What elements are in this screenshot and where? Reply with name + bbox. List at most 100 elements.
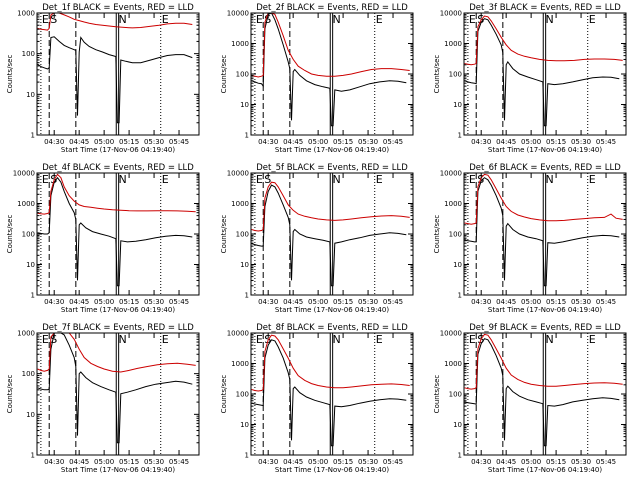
panel-title: Det_9f BLACK = Events, RED = LLD xyxy=(469,323,621,333)
y-tick-label: 10 xyxy=(240,101,249,109)
marker-label-E: E xyxy=(162,173,169,186)
y-axis-label: Counts/sec xyxy=(6,375,14,414)
y-tick-label: 10 xyxy=(453,261,462,269)
x-tick-label: 05:15 xyxy=(119,138,139,146)
series-lld-line xyxy=(37,13,193,31)
y-tick-label: 1 xyxy=(245,132,249,140)
series-group xyxy=(37,333,196,444)
x-tick-label: 05:30 xyxy=(144,298,164,306)
y-tick-label: 1000 xyxy=(444,40,462,48)
panel-title: Det_4f BLACK = Events, RED = LLD xyxy=(42,163,194,173)
marker-label-E: E xyxy=(469,333,476,346)
y-tick-label: 10000 xyxy=(440,330,462,338)
marker-label-S: S xyxy=(50,333,57,346)
x-tick-label: 05:15 xyxy=(333,298,353,306)
y-tick-label: 100 xyxy=(22,50,35,58)
marker-label-N: N xyxy=(545,333,553,346)
series-events-line xyxy=(251,13,407,127)
x-tick-label: 04:30 xyxy=(471,458,491,466)
series-lld-line xyxy=(464,15,623,66)
series-events-line xyxy=(464,18,620,127)
series-lld-line xyxy=(464,333,623,390)
x-tick-label: 05:45 xyxy=(169,138,189,146)
x-tick-label: 05:45 xyxy=(169,458,189,466)
series-group xyxy=(251,181,410,287)
x-tick-label: 04:30 xyxy=(44,138,64,146)
y-tick-label: 10 xyxy=(240,261,249,269)
y-tick-label: 1 xyxy=(458,132,462,140)
y-tick-label: 100 xyxy=(449,71,462,79)
y-tick-label: 100 xyxy=(449,391,462,399)
x-tick-label: 05:30 xyxy=(358,298,378,306)
panel-title: Det_5f BLACK = Events, RED = LLD xyxy=(256,163,408,173)
y-tick-label: 10 xyxy=(26,261,35,269)
marker-label-E: E xyxy=(589,13,596,26)
y-tick-label: 1000 xyxy=(17,10,35,18)
x-tick-label: 05:15 xyxy=(333,138,353,146)
marker-label-E: E xyxy=(469,173,476,186)
plot-frame xyxy=(250,12,414,136)
plot-frame xyxy=(463,12,627,136)
x-tick-label: 05:15 xyxy=(333,458,353,466)
marker-label-E: E xyxy=(42,173,49,186)
y-tick-label: 10000 xyxy=(227,170,249,178)
x-tick-label: 05:45 xyxy=(383,458,403,466)
x-tick-label: 05:15 xyxy=(119,298,139,306)
x-tick-label: 05:45 xyxy=(596,458,616,466)
y-tick-label: 1 xyxy=(458,452,462,460)
y-tick-label: 1 xyxy=(458,292,462,300)
y-tick-label: 100 xyxy=(236,71,249,79)
x-tick-label: 05:30 xyxy=(144,138,164,146)
series-events-line xyxy=(37,36,193,124)
series-events-line xyxy=(251,339,407,447)
series-group xyxy=(464,333,623,447)
y-tick-label: 10000 xyxy=(227,10,249,18)
plot-frame xyxy=(463,332,627,456)
marker-label-E: E xyxy=(469,13,476,26)
x-tick-label: 04:45 xyxy=(69,458,89,466)
marker-label-N: N xyxy=(332,333,340,346)
y-tick-label: 1000 xyxy=(231,360,249,368)
y-axis-label: Counts/sec xyxy=(433,375,441,414)
series-group xyxy=(37,13,193,124)
y-tick-label: 10000 xyxy=(440,10,462,18)
y-axis-label: Counts/sec xyxy=(433,215,441,254)
marker-label-E: E xyxy=(376,333,383,346)
x-axis-label: Start Time (17-Nov-06 04:19:40) xyxy=(488,466,602,474)
y-tick-label: 10000 xyxy=(13,170,35,178)
marker-label-N: N xyxy=(118,13,126,26)
y-tick-label: 1 xyxy=(31,292,35,300)
x-tick-label: 05:00 xyxy=(94,298,114,306)
panel-title: Det_8f BLACK = Events, RED = LLD xyxy=(256,323,408,333)
marker-label-N: N xyxy=(545,173,553,186)
x-tick-label: 04:45 xyxy=(283,458,303,466)
series-group xyxy=(464,173,623,287)
y-tick-label: 10000 xyxy=(227,330,249,338)
marker-label-E: E xyxy=(589,333,596,346)
x-tick-label: 04:45 xyxy=(69,298,89,306)
y-tick-label: 1000 xyxy=(231,200,249,208)
marker-label-E: E xyxy=(589,173,596,186)
series-events-line xyxy=(464,338,620,447)
y-tick-label: 100 xyxy=(449,231,462,239)
x-tick-label: 05:30 xyxy=(144,458,164,466)
marker-label-E: E xyxy=(256,13,263,26)
marker-label-E: E xyxy=(376,173,383,186)
y-tick-label: 10 xyxy=(26,91,35,99)
series-events-line xyxy=(251,184,407,287)
plot-frame xyxy=(463,172,627,296)
marker-label-E: E xyxy=(42,13,49,26)
series-lld-line xyxy=(251,13,410,78)
x-tick-label: 05:00 xyxy=(521,458,541,466)
y-tick-label: 1000 xyxy=(17,330,35,338)
panel-title: Det_3f BLACK = Events, RED = LLD xyxy=(469,3,621,13)
x-tick-label: 05:15 xyxy=(546,138,566,146)
y-tick-label: 10 xyxy=(240,421,249,429)
marker-label-S: S xyxy=(264,333,271,346)
marker-label-S: S xyxy=(264,13,271,26)
